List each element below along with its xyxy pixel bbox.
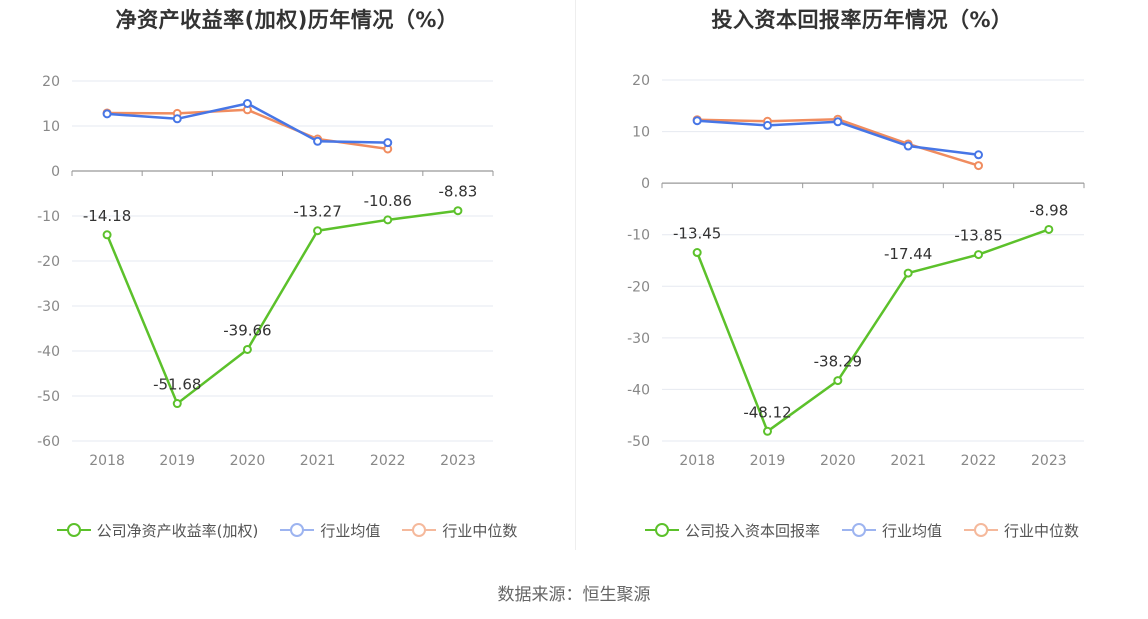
legend-label: 公司净资产收益率(加权): [96, 521, 259, 540]
data-point-avg: [692, 116, 702, 126]
chart-title: 投入资本回报率历年情况（%）: [711, 8, 1013, 32]
data-point-avg: [903, 141, 913, 151]
x-tick-label: 2019: [159, 453, 195, 469]
data-point-avg: [974, 150, 983, 160]
data-point-company: [453, 206, 463, 216]
data-label: -51.68: [153, 376, 201, 394]
legend-line-circle-icon: [964, 522, 998, 538]
x-tick-label: 2023: [1031, 453, 1067, 469]
y-tick-label: 20: [42, 74, 60, 90]
legend-item-company[interactable]: 公司投入资本回报率: [644, 520, 820, 541]
legend-item-avg[interactable]: 行业均值: [280, 520, 380, 541]
y-tick-label: 0: [51, 164, 60, 180]
data-point-company: [102, 230, 112, 240]
roic-chart-plot: 20 10 0 -10 -20 -30 -40 -50 2018 2019 2020 2021 2022…: [627, 73, 1085, 469]
y-tick-label: -20: [37, 254, 60, 270]
legend-label: 行业均值: [881, 521, 942, 540]
legend-item-median[interactable]: 行业中位数: [964, 520, 1079, 541]
y-tick-label: 0: [641, 176, 650, 192]
roe-chart-plot: 20 10 0 -10 -20 -30 -40 -50 -60 2018 2019 2020 2021 2…: [37, 74, 494, 469]
x-tick-label: 2018: [89, 453, 125, 469]
legend-line-circle-icon: [280, 522, 315, 538]
data-point-avg: [763, 120, 772, 130]
data-point-company: [692, 248, 702, 258]
x-tick-label: 2021: [300, 453, 336, 469]
data-label: -8.83: [439, 183, 478, 201]
data-label: -8.98: [1029, 201, 1068, 219]
legend-line-circle-icon: [56, 522, 91, 538]
y-tick-label: -30: [627, 331, 650, 347]
data-point-avg: [313, 136, 323, 146]
x-tick-label: 2018: [679, 453, 715, 469]
data-point-avg: [172, 114, 182, 124]
data-label: -38.29: [814, 353, 862, 371]
x-tick-label: 2022: [370, 453, 406, 469]
x-tick-label: 2020: [230, 453, 266, 469]
data-point-company: [903, 268, 913, 278]
legend-label: 行业中位数: [1004, 521, 1080, 540]
data-point-company: [172, 399, 182, 409]
data-label: -10.86: [364, 192, 412, 210]
chart-legend: 公司净资产收益率(加权) 行业均值 行业中位数: [0, 518, 574, 542]
y-tick-label: 20: [632, 73, 650, 89]
x-tick-label: 2020: [820, 453, 856, 469]
data-point-company: [313, 226, 323, 236]
data-point-company: [1044, 224, 1054, 234]
x-tick-label: 2019: [750, 453, 786, 469]
legend-line-circle-icon: [841, 522, 876, 538]
legend-label: 行业中位数: [442, 521, 518, 540]
data-point-company: [763, 426, 772, 436]
chart-legend: 公司投入资本回报率 行业均值 行业中位数: [575, 518, 1148, 542]
roe-chart-panel: 净资产收益率(加权)历年情况（%） 20 10 0 -10 -20 -30 -40 -50 -6…: [0, 0, 574, 560]
data-point-company: [833, 376, 843, 386]
legend-item-avg[interactable]: 行业均值: [841, 520, 942, 541]
y-tick-label: -50: [37, 389, 60, 405]
data-label: -48.12: [743, 403, 791, 421]
legend-line-circle-icon: [402, 522, 437, 538]
y-tick-label: -10: [37, 209, 60, 225]
data-source-note: 数据来源：恒生聚源: [497, 585, 651, 605]
x-tick-label: 2023: [440, 453, 476, 469]
series-line-company: [105, 209, 459, 405]
data-point-avg: [242, 99, 252, 108]
y-tick-label: -50: [627, 434, 650, 450]
y-tick-label: 10: [42, 119, 60, 135]
y-tick-label: -20: [627, 279, 650, 295]
legend-label: 行业均值: [320, 521, 381, 540]
data-point-median: [974, 161, 983, 171]
legend-label: 公司投入资本回报率: [684, 521, 820, 540]
x-tick-label: 2022: [961, 453, 997, 469]
chart-title: 净资产收益率(加权)历年情况（%）: [115, 8, 459, 32]
data-point-company: [383, 215, 393, 225]
y-tick-label: -10: [627, 228, 650, 244]
data-point-avg: [383, 138, 393, 148]
y-tick-label: -60: [37, 434, 60, 450]
data-point-avg: [833, 117, 843, 127]
data-point-company: [242, 344, 252, 354]
data-point-avg: [102, 109, 112, 119]
y-tick-label: -40: [37, 344, 60, 360]
roic-chart-panel: 投入资本回报率历年情况（%） 20 10 0 -10 -20 -30 -40 -50 2018 2…: [575, 0, 1148, 560]
y-tick-label: -40: [627, 382, 650, 398]
data-label: -14.18: [83, 207, 131, 225]
data-label: -13.27: [293, 203, 341, 221]
panel-divider: [575, 0, 576, 550]
legend-line-circle-icon: [644, 522, 679, 538]
data-label: -13.85: [954, 227, 1002, 245]
legend-item-company[interactable]: 公司净资产收益率(加权): [56, 520, 259, 541]
legend-item-median[interactable]: 行业中位数: [402, 520, 517, 541]
data-label: -39.66: [223, 321, 271, 339]
data-label: -17.44: [884, 245, 932, 263]
x-tick-label: 2021: [890, 453, 926, 469]
data-point-company: [974, 250, 983, 260]
y-tick-label: -30: [37, 299, 60, 315]
y-tick-label: 10: [632, 125, 650, 141]
data-label: -13.45: [673, 225, 721, 243]
series-line-company: [696, 228, 1050, 433]
